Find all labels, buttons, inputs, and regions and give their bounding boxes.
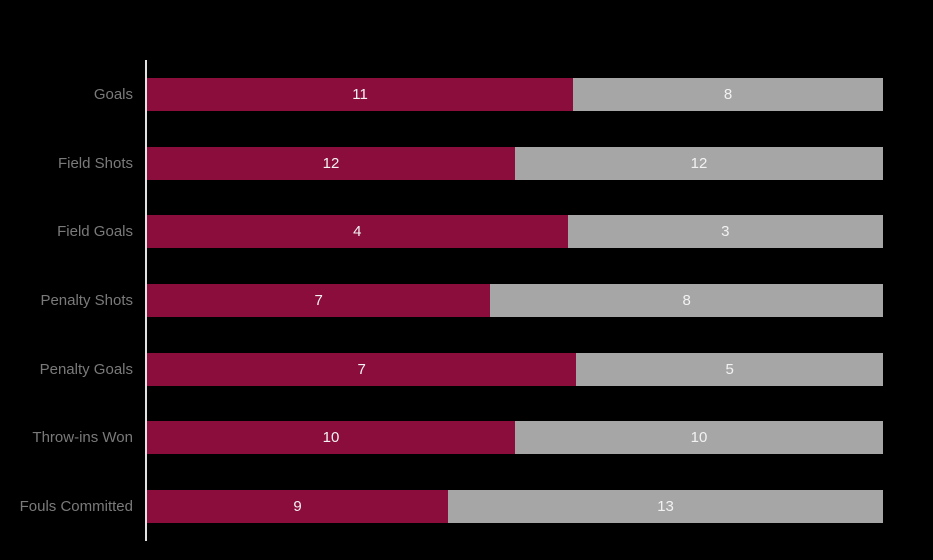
data-label: 8 — [682, 292, 691, 310]
category-label: Field Goals — [57, 223, 133, 241]
gray-series-segment: 10 — [515, 421, 883, 455]
maroon-series-segment: 4 — [147, 215, 568, 249]
data-label: 4 — [353, 223, 362, 241]
category-label: Goals — [93, 85, 133, 103]
maroon-series-segment: 9 — [147, 490, 449, 524]
data-label: 11 — [352, 85, 368, 103]
chart-row: Fouls Committed 9 13 — [0, 472, 933, 541]
gray-series-segment: 12 — [515, 146, 883, 180]
category-label: Penalty Goals — [39, 360, 133, 378]
gray-series-segment: 3 — [567, 215, 883, 249]
category-label: Fouls Committed — [19, 498, 133, 516]
data-label: 9 — [293, 498, 302, 516]
maroon-series-segment: 7 — [147, 284, 491, 318]
chart-row: Field Goals 4 3 — [0, 197, 933, 266]
chart-row: Field Shots 12 12 — [0, 129, 933, 198]
chart-row: Penalty Shots 7 8 — [0, 266, 933, 335]
gray-series-segment: 8 — [573, 77, 883, 111]
data-label: 12 — [322, 154, 340, 172]
data-label: 5 — [725, 360, 734, 378]
chart-rows: Goals 11 8 Field Shots 12 12 Field Goals 4 3 Pena… — [0, 60, 933, 541]
gray-series-segment: 5 — [576, 352, 883, 386]
bar-track: 10 10 — [147, 421, 883, 455]
maroon-series-segment: 11 — [147, 77, 574, 111]
maroon-series-segment: 12 — [147, 146, 515, 180]
data-label: 3 — [721, 223, 730, 241]
data-label: 12 — [690, 154, 708, 172]
bar-track: 11 8 — [147, 77, 883, 111]
category-label: Field Shots — [57, 154, 133, 172]
data-label: 7 — [357, 360, 366, 378]
chart-row: Goals 11 8 — [0, 60, 933, 129]
gray-series-segment: 8 — [490, 284, 883, 318]
bar-track: 12 12 — [147, 146, 883, 180]
data-label: 13 — [657, 498, 674, 516]
data-label: 10 — [322, 429, 340, 447]
chart-row: Penalty Goals 7 5 — [0, 335, 933, 404]
data-label: 8 — [723, 85, 733, 103]
gray-series-segment: 13 — [448, 490, 883, 524]
chart-row: Throw-ins Won 10 10 — [0, 404, 933, 473]
maroon-series-segment: 10 — [147, 421, 515, 455]
category-axis-line — [145, 60, 147, 541]
data-label: 10 — [690, 429, 708, 447]
category-label: Throw-ins Won — [32, 429, 133, 447]
maroon-series-segment: 7 — [147, 352, 577, 386]
category-label: Penalty Shots — [40, 292, 133, 310]
bar-track: 9 13 — [147, 490, 883, 524]
data-label: 7 — [314, 292, 323, 310]
